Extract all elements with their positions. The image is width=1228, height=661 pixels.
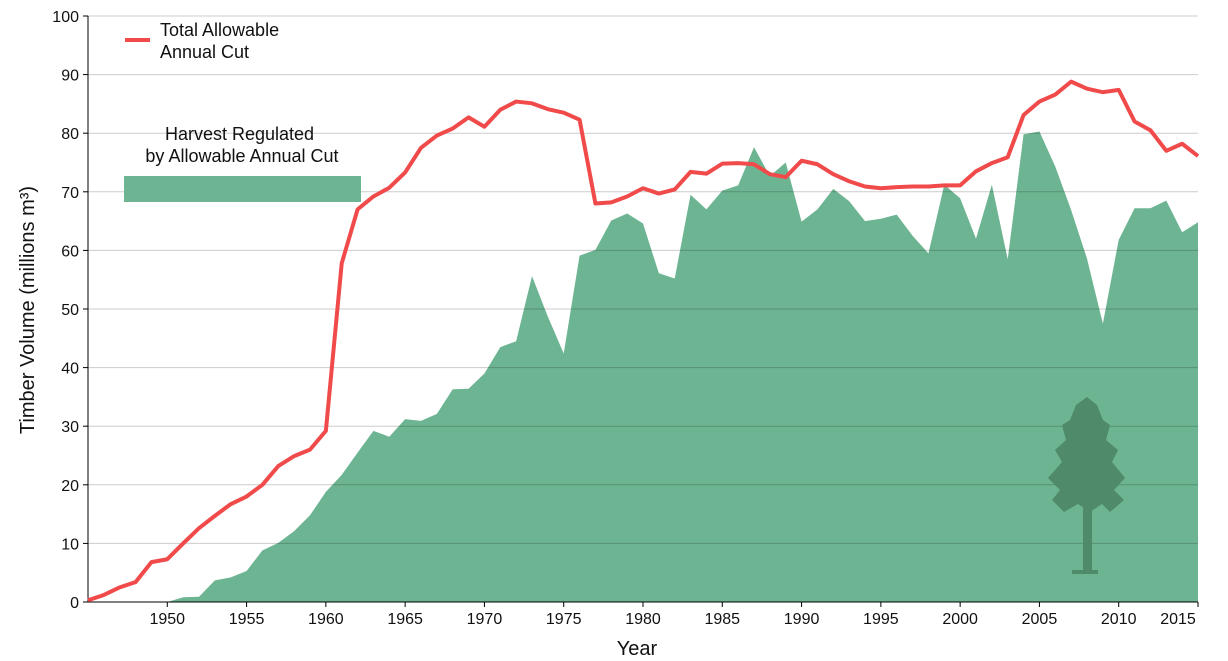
y-tick-label: 60 xyxy=(61,243,79,260)
y-tick-label: 90 xyxy=(61,68,79,85)
x-tick-label: 1990 xyxy=(784,611,820,628)
x-tick-label: 2010 xyxy=(1101,611,1137,628)
tree-base xyxy=(1072,570,1098,574)
y-tick-label: 80 xyxy=(61,126,79,143)
x-tick-label: 2000 xyxy=(942,611,978,628)
chart: Year Timber Volume (millions m³) 0 10 20 30… xyxy=(0,0,1228,661)
legend-label: Harvest Regulated by Allowable Annual Cu… xyxy=(145,124,338,166)
y-axis-label: Timber Volume (millions m³) xyxy=(17,186,39,434)
x-tick-label: 1965 xyxy=(387,611,423,628)
x-tick-label: 1980 xyxy=(625,611,661,628)
x-tick-label: 1960 xyxy=(308,611,344,628)
y-tick-label: 10 xyxy=(61,536,79,553)
x-tick-label: 1955 xyxy=(229,611,265,628)
area xyxy=(88,131,1198,602)
y-tick-label: 40 xyxy=(61,361,79,378)
y-tick-label: 50 xyxy=(61,302,79,319)
x-axis-label: Year xyxy=(617,638,658,660)
x-tick-label: 2005 xyxy=(1022,611,1058,628)
y-tick-label: 30 xyxy=(61,419,79,436)
y-tick-label: 100 xyxy=(52,9,79,26)
x-tick-label: 1995 xyxy=(863,611,899,628)
legend-swatch xyxy=(124,176,361,202)
x-tick-label: 1985 xyxy=(704,611,740,628)
x-tick-label: 2015 xyxy=(1160,611,1196,628)
x-tick-label: 1975 xyxy=(546,611,582,628)
legend-line: Total Allowable xyxy=(160,20,284,40)
x-tick-label: 1950 xyxy=(149,611,185,628)
y-tick-label: 20 xyxy=(61,478,79,495)
legend-label: Total Allowable Annual Cut xyxy=(160,20,284,62)
legend-line: Harvest Regulated xyxy=(165,124,319,144)
page: Year Timber Volume (millions m³) 0 10 20 30… xyxy=(0,0,1228,661)
legend-line: Annual Cut xyxy=(160,42,249,62)
x-tick-label: 1970 xyxy=(467,611,503,628)
y-tick-label: 0 xyxy=(70,595,79,612)
legend-line: by Allowable Annual Cut xyxy=(145,146,338,166)
y-tick-label: 70 xyxy=(61,185,79,202)
